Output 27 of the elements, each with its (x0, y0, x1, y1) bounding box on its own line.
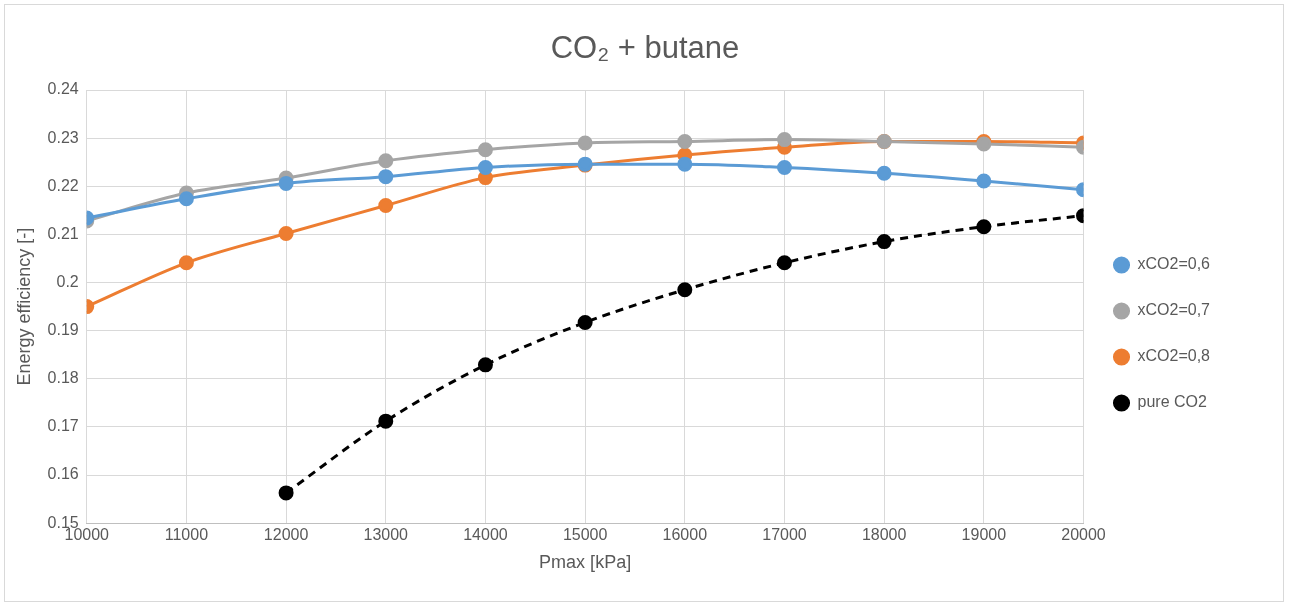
y-tick-label: 0.23 (47, 128, 79, 146)
x-tick-label: 18000 (861, 526, 907, 544)
x-tick-label: 16000 (662, 526, 708, 544)
x-tick-label: 12000 (263, 526, 309, 544)
x-tick-label: 13000 (363, 526, 409, 544)
y-tick-label: 0.18 (47, 369, 79, 387)
y-tick-label: 0.2 (56, 272, 79, 290)
x-tick-label: 20000 (1061, 526, 1106, 544)
chart-title: CO₂ + butane (549, 30, 741, 66)
legend-label: xCO2=0,8 (1137, 347, 1211, 365)
y-tick-label: 0.22 (47, 176, 79, 194)
legend-label: pure CO2 (1137, 393, 1207, 411)
x-tick-label: 10000 (64, 526, 110, 544)
y-tick-label: 0.17 (47, 417, 79, 435)
x-tick-label: 17000 (762, 526, 807, 544)
y-axis-title: Energy efficiency [-] (13, 227, 34, 386)
y-tick-label: 0.21 (47, 224, 79, 242)
y-tick-label: 0.16 (47, 465, 79, 483)
legend-label: xCO2=0,6 (1137, 255, 1211, 273)
legend-label: xCO2=0,7 (1137, 301, 1211, 319)
y-tick-label: 0.24 (47, 80, 79, 98)
x-tick-label: 14000 (463, 526, 508, 544)
x-tick-label: 15000 (562, 526, 608, 544)
x-tick-label: 11000 (164, 526, 209, 544)
x-axis-title: Pmax [kPa] (539, 552, 632, 573)
y-tick-label: 0.19 (47, 321, 79, 339)
x-tick-label: 19000 (961, 526, 1007, 544)
